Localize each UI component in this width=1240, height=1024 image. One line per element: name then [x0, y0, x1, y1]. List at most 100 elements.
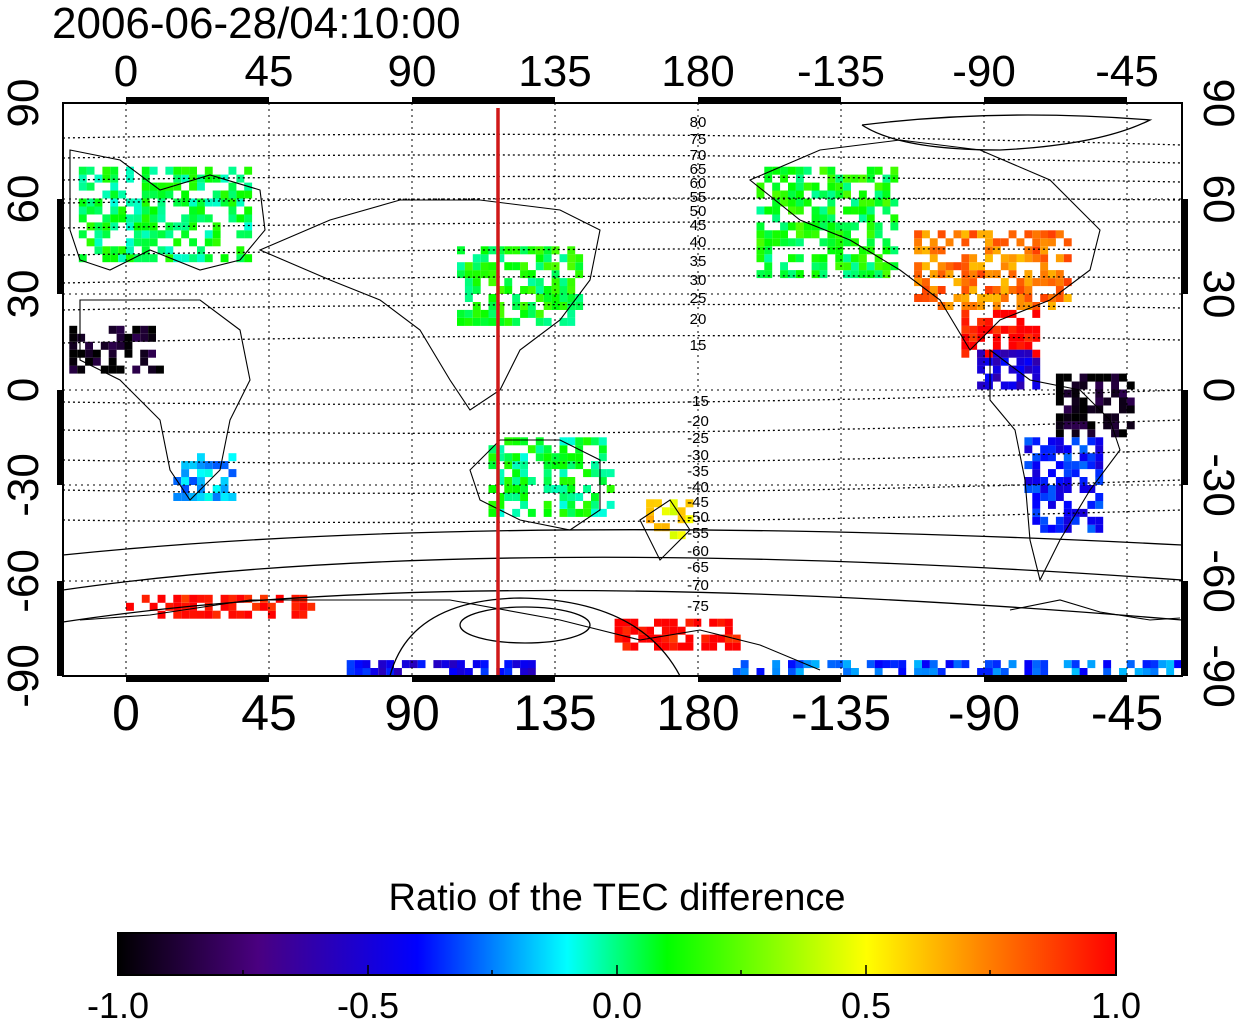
tec-patch-cell [1071, 461, 1080, 470]
tec-patch-cell [189, 214, 197, 223]
tec-patch-cell [504, 477, 513, 485]
contour-label: -20 [687, 413, 709, 430]
tec-patch-cell [512, 302, 521, 310]
tec-patch-cell [267, 602, 276, 611]
tec-patch-cell [630, 618, 639, 627]
tec-patch-cell [480, 254, 489, 263]
tec-patch-cell [835, 660, 844, 669]
tec-patch-cell [1048, 302, 1056, 310]
tec-patch-cell [811, 206, 820, 215]
tec-patch-cell [1079, 461, 1088, 470]
tec-patch-cell [1032, 365, 1041, 374]
tec-patch-cell [788, 254, 796, 263]
tec-patch-cell [559, 294, 568, 302]
tec-patch-cell [1040, 294, 1049, 302]
tec-patch-cell [1095, 524, 1104, 533]
tec-patch-cell [890, 246, 899, 255]
tec-patch-cell [228, 453, 237, 462]
tec-patch-cell [992, 341, 1001, 350]
tec-patch-cell [740, 660, 749, 669]
tec-patch-cell [819, 262, 828, 271]
tec-patch-cell [133, 238, 142, 247]
tec-patch-cell [614, 618, 623, 627]
tec-patch-cell [126, 214, 134, 223]
tec-patch-cell [1024, 349, 1033, 358]
tec-patch-cell [472, 317, 481, 326]
tec-patch-cell [173, 594, 182, 603]
tec-patch-cell [409, 660, 418, 669]
tec-patch-cell [1126, 381, 1135, 390]
tec-patch-cell [1032, 516, 1041, 525]
tec-patch-cell [669, 626, 678, 635]
right-lat-tick-label: -90 [1194, 644, 1240, 708]
tec-patch-cell [985, 357, 993, 366]
tec-patch-cell [291, 602, 300, 611]
colorbar-tick-labels: -1.0 -0.5 0.0 0.5 1.0 [87, 985, 1141, 1024]
tec-patch-cell [977, 349, 985, 358]
tec-patch-cell [977, 270, 985, 279]
tec-patch-cell [717, 634, 725, 643]
tec-patch-cell [244, 610, 253, 619]
tec-patch-cell [874, 190, 883, 199]
tec-patch-cell [488, 302, 497, 310]
tec-patch-cell [512, 294, 521, 302]
tec-patch-cell [1079, 413, 1088, 422]
tec-patch-cell [772, 238, 781, 247]
tec-patch-cell [132, 333, 141, 342]
tec-patch-cell [788, 190, 796, 199]
tec-patch-cell [181, 198, 190, 207]
tec-patch-cell [1040, 660, 1049, 669]
tec-patch-cell [1063, 421, 1072, 430]
tec-patch-cell [504, 437, 513, 446]
tec-patch-cell [543, 262, 552, 271]
tec-patch-cell [788, 198, 796, 207]
tec-patch-cell [874, 230, 883, 239]
top-lon-tick-label: 90 [388, 47, 437, 96]
tec-patch-cell [953, 262, 962, 271]
tec-patch-cell [953, 294, 962, 302]
tec-patch-cell [795, 668, 804, 676]
tec-patch-cell [267, 610, 276, 619]
tec-patch-cell [77, 365, 86, 374]
tec-patch-cell [843, 262, 851, 271]
left-lat-tick-label: 0 [0, 378, 48, 402]
tec-patch-cell [480, 668, 489, 676]
tec-patch-cell [819, 206, 828, 215]
tec-patch-cell [1126, 421, 1135, 430]
tec-patch-cell [520, 286, 528, 294]
tec-patch-cell [543, 317, 552, 326]
tec-patch-cell [1119, 429, 1127, 438]
colorbar-tick-label: -0.5 [337, 985, 399, 1024]
tec-patch-cell [110, 166, 119, 175]
contour-label: -55 [687, 525, 709, 542]
tec-patch-cell [669, 507, 678, 516]
tec-patch-cell [795, 182, 804, 191]
tec-patch-cell [1079, 485, 1088, 493]
tec-patch-cell [756, 270, 765, 279]
tec-patch-cell [1087, 516, 1096, 525]
tec-patch-cell [803, 222, 812, 231]
tec-patch-cell [449, 660, 457, 669]
tec-patch-cell [937, 262, 946, 271]
tec-patch-cell [512, 477, 521, 485]
tec-patch-cell [985, 349, 993, 358]
tec-patch-cell [827, 190, 836, 199]
tec-patch-cell [882, 660, 891, 669]
tec-patch-cell [1024, 365, 1033, 374]
contour-label: 25 [690, 290, 707, 307]
tec-patch-cell [1008, 254, 1017, 263]
tec-patch-cell [496, 309, 505, 318]
tec-patch-cell [527, 246, 536, 255]
tec-patch-cell [149, 182, 158, 191]
tec-patch-cell [1063, 405, 1072, 414]
tec-patch-cell [1016, 294, 1025, 302]
tec-patch-cell [661, 507, 670, 516]
tec-patch-cell [922, 660, 930, 669]
tec-patch-cell [1055, 524, 1064, 533]
tec-patch-cell [1095, 397, 1104, 406]
tec-patch-cell [228, 214, 237, 223]
tec-patch-cell [141, 182, 150, 191]
tec-patch-cell [575, 437, 584, 446]
tec-patch-cell [772, 206, 781, 215]
